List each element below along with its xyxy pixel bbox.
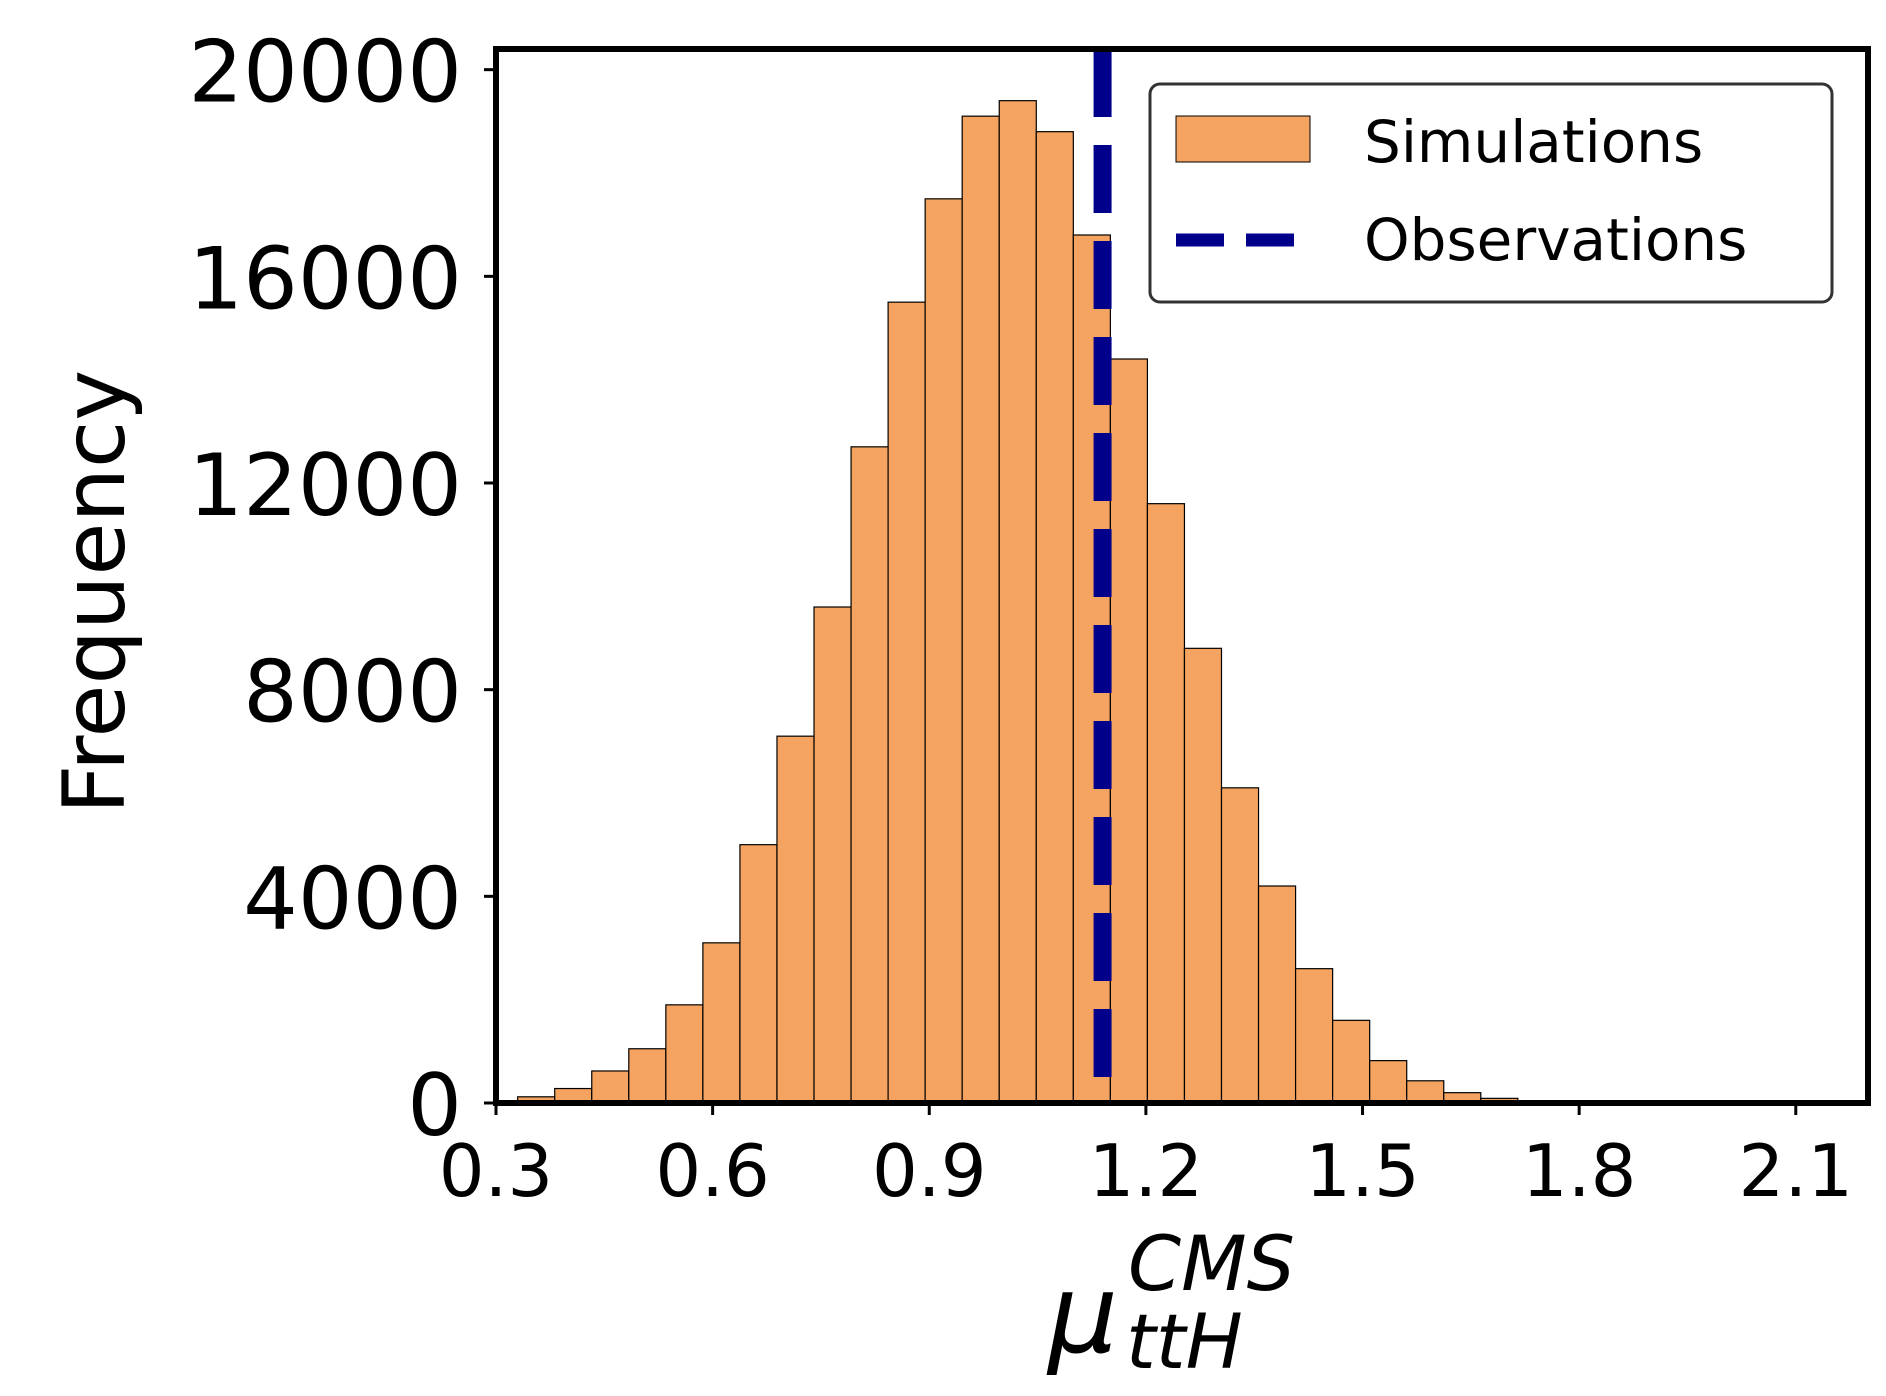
histogram-bar: [961, 115, 1000, 1104]
histogram-bar: [702, 942, 741, 1104]
histogram-bar: [924, 198, 963, 1104]
x-axis-ticks: 0.3 0.6 0.9 1.2 1.5 1.8 2.1: [439, 1103, 1853, 1213]
histogram-bar: [887, 301, 926, 1104]
legend: Simulations Observations: [1148, 82, 1834, 304]
histogram-bar: [1257, 885, 1297, 1104]
histogram-bar: [850, 446, 889, 1104]
histogram-bar: [1332, 1019, 1371, 1104]
histogram-bar: [628, 1048, 667, 1104]
x-tick-label: 1.5: [1305, 1129, 1420, 1213]
histogram-bar: [776, 735, 815, 1104]
y-tick-label: 20000: [188, 23, 462, 123]
legend-box: [1148, 82, 1834, 304]
histogram-bar: [1406, 1080, 1445, 1104]
x-tick-label: 1.2: [1089, 1129, 1204, 1213]
legend-label-simulations: Simulations: [1364, 108, 1703, 176]
histogram-bar: [1109, 358, 1149, 1104]
x-tick-label: 0.3: [439, 1129, 554, 1213]
histogram-bar: [813, 606, 852, 1104]
x-axis-label: μ CMS ttH: [1046, 1219, 1295, 1386]
histogram-bar: [1183, 647, 1223, 1104]
histogram-bars: [517, 100, 1852, 1104]
legend-swatch-simulations: [1175, 115, 1311, 163]
histogram-bar: [998, 100, 1037, 1104]
x-tick-label: 1.8: [1522, 1129, 1637, 1213]
y-tick-label: 0: [407, 1056, 462, 1156]
plot-frame: [493, 46, 1871, 1106]
x-tick-label: 2.1: [1739, 1129, 1854, 1213]
y-axis-label: Frequency: [45, 370, 145, 814]
x-axis-label-subscript: ttH: [1126, 1297, 1243, 1386]
x-axis-label-base: μ: [1046, 1250, 1118, 1378]
x-axis-label-superscript: CMS: [1128, 1219, 1295, 1308]
y-tick-label: 4000: [243, 849, 462, 949]
histogram-bar: [1369, 1060, 1408, 1104]
histogram-bar: [591, 1070, 630, 1104]
histogram-bar: [739, 844, 778, 1104]
x-tick-label: 0.6: [655, 1129, 770, 1213]
y-tick-label: 8000: [243, 643, 462, 743]
histogram-bar: [1146, 503, 1186, 1104]
histogram-bar: [665, 1004, 704, 1104]
y-tick-label: 12000: [188, 436, 462, 536]
x-tick-label: 0.9: [872, 1129, 987, 1213]
legend-label-observations: Observations: [1364, 206, 1747, 274]
histogram-bar: [1220, 787, 1260, 1104]
histogram-bar: [1035, 131, 1074, 1104]
y-tick-label: 16000: [188, 229, 462, 329]
y-axis-ticks: 0 4000 8000 12000 16000 20000: [188, 23, 496, 1156]
histogram-bar: [1294, 968, 1334, 1104]
